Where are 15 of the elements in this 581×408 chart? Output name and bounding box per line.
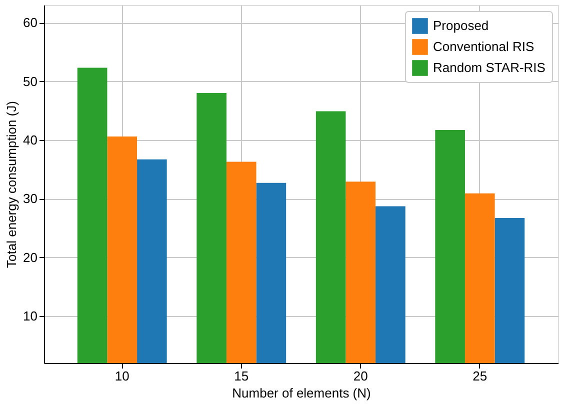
x-tick-label: 10 [114,368,130,384]
y-axis-title: Total energy consumption (J) [4,101,20,268]
y-tick-label: 10 [23,308,38,324]
y-tick-label: 50 [23,74,38,89]
x-axis-title: Number of elements (N) [232,386,371,400]
legend-label: Proposed [433,18,489,33]
y-tick-label: 60 [23,15,38,30]
x-tick-label: 15 [234,368,249,384]
legend-label: Random STAR-RIS [433,60,546,75]
x-tick-label: 20 [353,368,368,384]
x-tick-label: 25 [472,368,488,384]
y-tick-label: 30 [23,191,38,206]
y-tick-label: 20 [23,250,38,265]
y-tick-label: 40 [23,132,38,148]
legend-label: Conventional RIS [433,39,534,54]
